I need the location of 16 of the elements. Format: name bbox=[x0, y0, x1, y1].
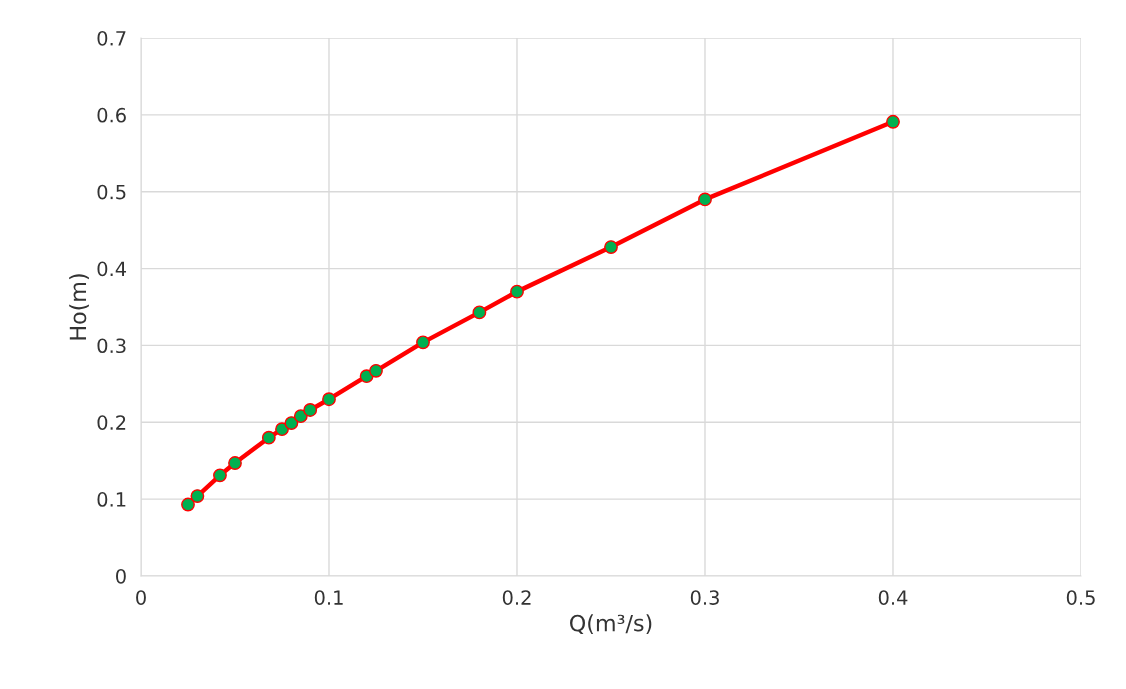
x-tick-label: 0 bbox=[136, 590, 146, 605]
x-tick-label: 0.2 bbox=[502, 590, 531, 605]
y-tick-label: 0.6 bbox=[97, 107, 126, 123]
y-tick-label: 0.7 bbox=[97, 30, 126, 46]
y-tick-label: 0.2 bbox=[97, 415, 126, 430]
x-axis-title: Q(m³/s) bbox=[570, 614, 652, 635]
x-tick-label: 0.4 bbox=[878, 590, 908, 605]
y-tick-label: 0.1 bbox=[97, 492, 126, 507]
x-tick-label: 0.1 bbox=[314, 590, 343, 605]
y-tick-label: 0.5 bbox=[97, 184, 126, 200]
x-tick-label: 0.5 bbox=[1066, 590, 1095, 605]
x-tick-label: 0.3 bbox=[690, 590, 719, 605]
y-tick-label: 0.3 bbox=[97, 338, 126, 354]
y-axis-title: Ho(m) bbox=[69, 274, 89, 340]
y-tick-label: 0.4 bbox=[97, 261, 127, 277]
y-tick-label: 0 bbox=[116, 568, 126, 584]
